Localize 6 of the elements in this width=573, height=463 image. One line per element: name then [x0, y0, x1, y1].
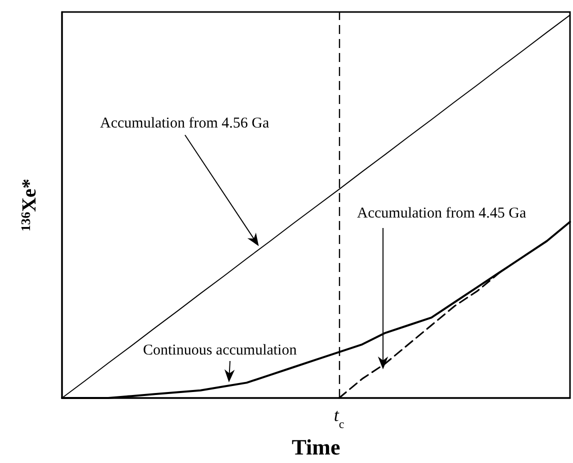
- annotation: Accumulation from 4.56 Ga: [100, 116, 270, 132]
- annotation: Continuous accumulation: [143, 342, 298, 358]
- annotation: Accumulation from 4.45 Ga: [357, 206, 526, 222]
- y-axis-title: 136Xe*: [18, 178, 40, 232]
- text: t$_{c}$: [334, 405, 344, 431]
- x-axis-title: Time: [292, 434, 340, 460]
